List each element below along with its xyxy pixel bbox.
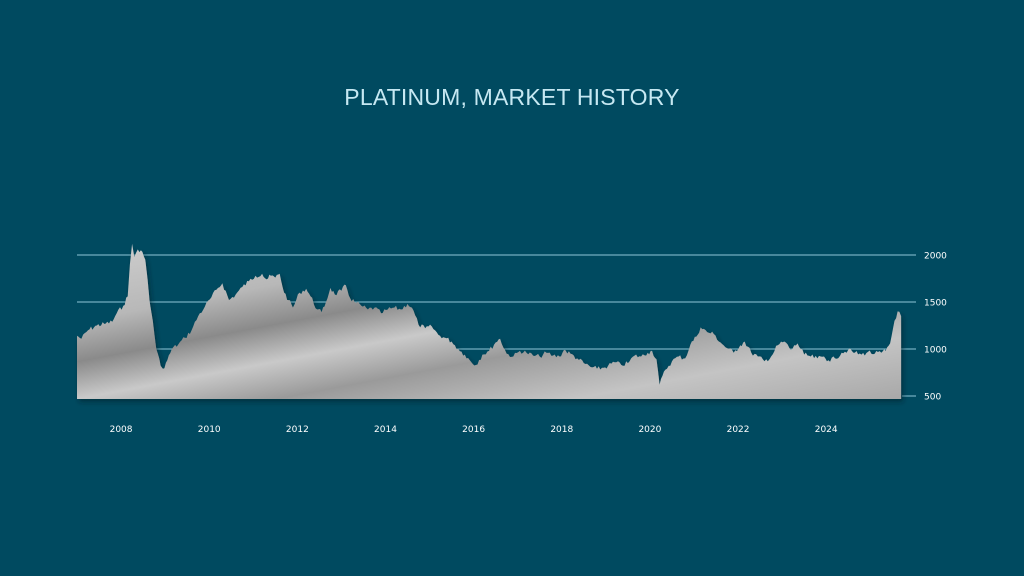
y-tick-label-500: 500 [924, 393, 941, 403]
x-tick-label-2020: 2020 [638, 425, 661, 435]
x-tick-label-2008: 2008 [110, 425, 133, 435]
x-tick-label-2012: 2012 [286, 425, 309, 435]
x-tick-label-2018: 2018 [550, 425, 573, 435]
x-tick-label-2014: 2014 [374, 425, 397, 435]
x-tick-label-2022: 2022 [727, 425, 750, 435]
price-area-series [77, 243, 902, 399]
x-tick-label-2010: 2010 [198, 425, 221, 435]
x-tick-label-2016: 2016 [462, 425, 485, 435]
y-tick-label-2000: 2000 [924, 252, 947, 262]
x-tick-label-2024: 2024 [815, 425, 838, 435]
y-tick-label-1500: 1500 [924, 299, 947, 309]
chart-title: PLATINUM, MARKET HISTORY [344, 84, 680, 110]
y-tick-label-1000: 1000 [924, 346, 947, 356]
